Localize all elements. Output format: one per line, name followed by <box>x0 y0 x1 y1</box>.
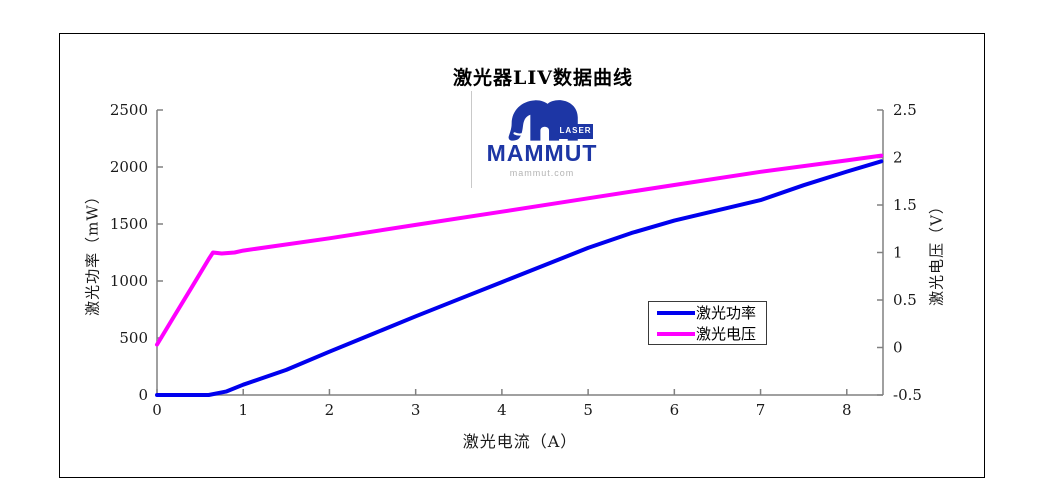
x-tick-label: 4 <box>497 401 507 419</box>
y-right-tick-label: 0.5 <box>893 291 917 309</box>
x-axis-title: 激光电流（A） <box>462 432 578 451</box>
y-right-tick-label: 1.5 <box>893 196 917 214</box>
mammoth-icon <box>508 100 578 141</box>
voltage-line-swatch <box>657 331 695 336</box>
x-tick-label: 2 <box>325 401 335 419</box>
y-left-tick-label: 500 <box>119 329 148 347</box>
y-right-tick-label: -0.5 <box>893 386 922 404</box>
voltage-curve <box>155 153 884 347</box>
x-tick-label: 1 <box>238 401 248 419</box>
logo-brand-text: MAMMUT <box>486 140 598 166</box>
y-left-tick-label: 1500 <box>110 215 148 233</box>
laser-badge: LASER <box>558 124 593 139</box>
power-line-swatch <box>657 310 695 315</box>
y-axis-right-title: 激光电压（V） <box>927 198 946 306</box>
logo-divider-line <box>471 91 472 188</box>
x-tick-label: 0 <box>152 401 162 419</box>
y-right-tick-label: 1 <box>893 244 903 262</box>
x-tick-label: 3 <box>411 401 421 419</box>
y-left-tick-label: 2500 <box>110 101 148 119</box>
y-left-tick-label: 2000 <box>110 158 148 176</box>
power-curve <box>155 159 884 397</box>
legend-item-power: 激光功率 <box>657 302 766 323</box>
y-right-tick-label: 2.5 <box>893 101 917 119</box>
y-left-tick-label: 0 <box>138 386 148 404</box>
x-tick-label: 6 <box>670 401 680 419</box>
y-right-tick-label: 2 <box>893 149 903 167</box>
legend-label: 激光功率 <box>696 304 757 322</box>
y-axis-left-title: 激光功率（mW） <box>83 188 102 316</box>
x-tick-label: 8 <box>842 401 852 419</box>
y-left-tick-label: 1000 <box>110 272 148 290</box>
logo-url-text: mammut.com <box>509 168 575 178</box>
legend-label: 激光电压 <box>696 325 757 343</box>
x-tick-label: 5 <box>583 401 593 419</box>
x-tick-label: 7 <box>756 401 766 419</box>
mammut-logo: LASER MAMMUT mammut.com <box>470 91 615 188</box>
y-right-tick-label: 0 <box>893 339 903 357</box>
legend: 激光功率 激光电压 <box>648 301 767 345</box>
chart-title: 激光器LIV数据曲线 <box>453 67 633 89</box>
legend-item-voltage: 激光电压 <box>657 323 766 344</box>
